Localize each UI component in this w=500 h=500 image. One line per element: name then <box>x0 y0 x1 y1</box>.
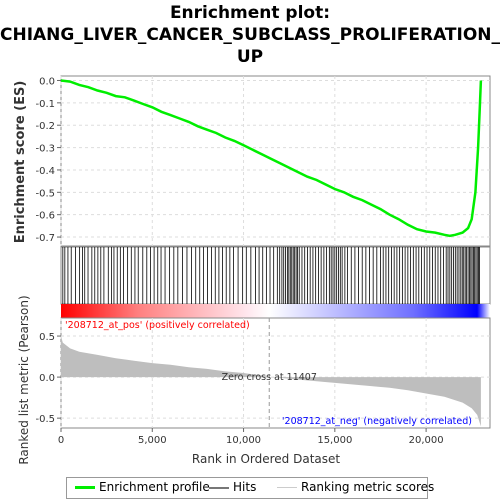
x-tick-label-0: 0 <box>58 435 64 446</box>
x-tick-label-4: 20,000 <box>409 435 444 446</box>
enrichment-profile-line <box>60 79 483 238</box>
legend-swatch-enrichment <box>75 486 95 489</box>
hits-panel <box>60 246 491 318</box>
pos-correlated-label: '208712_at_pos' (positively correlated) <box>65 320 250 331</box>
chart-title: Enrichment plot: CHIANG_LIVER_CANCER_SUB… <box>0 2 500 68</box>
legend-swatch-metric <box>277 487 297 488</box>
legend-label-metric: Ranking metric scores <box>301 480 435 494</box>
rank-color-bar <box>61 304 490 318</box>
legend-label-enrichment: Enrichment profile <box>99 480 210 494</box>
es-y-tick-label-6: -0.6 <box>35 211 55 222</box>
es-y-axis-label: Enrichment score (ES) <box>13 81 28 244</box>
ranked-metric-panel: 0.5 0.0 -0.5 '208712_at_pos' (positively co… <box>35 317 491 429</box>
x-axis-label: Rank in Ordered Dataset <box>192 452 340 466</box>
title-line-2: CHIANG_LIVER_CANCER_SUBCLASS_PROLIFERATI… <box>0 25 500 45</box>
title-line-3: UP <box>236 47 264 67</box>
es-y-tick-label-1: -0.1 <box>35 99 55 110</box>
metric-y-tick-label-2: -0.5 <box>35 414 55 425</box>
metric-plot-area <box>60 317 491 429</box>
legend: Enrichment profile Hits Ranking metric s… <box>66 477 434 499</box>
legend-item-metric: Ranking metric scores <box>277 480 434 494</box>
es-y-tick-label-2: -0.2 <box>35 121 55 132</box>
legend-label-hits: Hits <box>233 480 257 494</box>
es-y-tick-label-5: -0.5 <box>35 188 55 199</box>
x-tick-label-1: 5,000 <box>138 435 167 446</box>
ranking-metric-area <box>61 336 481 427</box>
legend-swatch-hits <box>209 486 229 489</box>
es-y-tick-label-0: 0.0 <box>39 76 55 87</box>
zero-cross-label: Zero cross at 11407 <box>222 372 317 383</box>
title-line-1: Enrichment plot: <box>169 3 331 23</box>
es-y-tick-label-4: -0.4 <box>35 166 55 177</box>
es-y-tick-label-3: -0.3 <box>35 144 55 155</box>
neg-correlated-label: '208712_at_neg' (negatively correlated) <box>282 416 472 427</box>
x-tick-label-2: 10,000 <box>226 435 261 446</box>
x-axis: 0 5,000 10,000 15,000 20,000 <box>58 428 444 446</box>
legend-item-enrichment: Enrichment profile <box>75 480 210 494</box>
es-y-tick-label-7: -0.7 <box>35 233 55 244</box>
metric-y-axis-label: Ranked list metric (Pearson) <box>17 295 31 464</box>
x-tick-label-3: 15,000 <box>317 435 352 446</box>
metric-y-tick-label-0: 0.5 <box>39 332 55 343</box>
legend-item-hits: Hits <box>209 480 256 494</box>
metric-y-tick-label-1: 0.0 <box>39 373 55 384</box>
hits-area <box>60 246 491 305</box>
enrichment-panel: 0.0 -0.1 -0.2 -0.3 -0.4 -0.5 -0.6 -0.7 <box>35 75 491 247</box>
